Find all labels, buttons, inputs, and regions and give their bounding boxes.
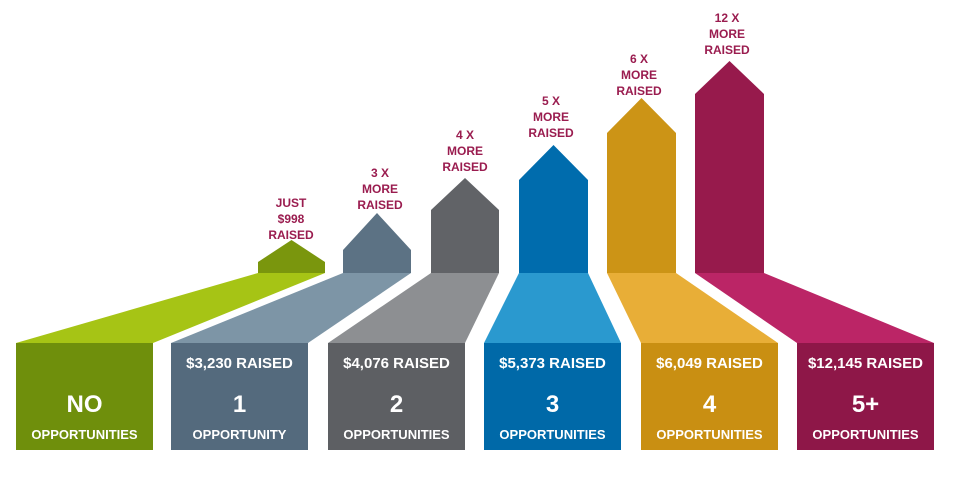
tier-opportunity-label: OPPORTUNITIES bbox=[343, 427, 450, 442]
arrow-note-2: 4 X MORE RAISED bbox=[442, 128, 488, 174]
tier-box-5: $12,145 RAISED 5+ OPPORTUNITIES bbox=[797, 343, 934, 450]
tier-raised-amount: $5,373 RAISED bbox=[499, 355, 606, 372]
arrow-note-3: 5 X MORE RAISED bbox=[528, 94, 574, 140]
tier-opportunity-label: OPPORTUNITIES bbox=[812, 427, 919, 442]
tier-arrow-3 bbox=[519, 145, 588, 273]
tier-raised-amount: $3,230 RAISED bbox=[186, 355, 293, 372]
tier-arrow-4 bbox=[607, 98, 676, 273]
tier-opportunity-count: NO bbox=[66, 391, 103, 418]
tier-band-0 bbox=[16, 273, 325, 343]
tier-arrow-2 bbox=[431, 178, 499, 273]
arrow-note-5: 12 X MORE RAISED bbox=[704, 11, 750, 57]
arrow-note-0: JUST $998 RAISED bbox=[268, 196, 314, 242]
tier-opportunity-count: 5+ bbox=[851, 391, 880, 418]
tier-box-3: $5,373 RAISED 3 OPPORTUNITIES bbox=[484, 343, 621, 450]
tier-band-3 bbox=[484, 273, 621, 343]
tier-raised-amount: $4,076 RAISED bbox=[343, 355, 450, 372]
tier-band-5 bbox=[695, 273, 934, 343]
tier-opportunity-label: OPPORTUNITIES bbox=[656, 427, 763, 442]
tier-box-0: NO OPPORTUNITIES bbox=[16, 343, 153, 450]
tier-opportunity-label: OPPORTUNITY bbox=[192, 427, 287, 442]
tier-opportunity-count: 1 bbox=[232, 391, 247, 418]
tier-box-1: $3,230 RAISED 1 OPPORTUNITY bbox=[171, 343, 308, 450]
arrow-note-4: 6 X MORE RAISED bbox=[616, 52, 662, 98]
tier-box-4: $6,049 RAISED 4 OPPORTUNITIES bbox=[641, 343, 778, 450]
tier-opportunity-count: 4 bbox=[702, 391, 717, 418]
tier-band-2 bbox=[328, 273, 499, 343]
tier-opportunity-label: OPPORTUNITIES bbox=[31, 427, 138, 442]
tier-opportunity-label: OPPORTUNITIES bbox=[499, 427, 606, 442]
tier-raised-amount: $6,049 RAISED bbox=[656, 355, 763, 372]
tier-band-1 bbox=[171, 273, 411, 343]
tier-box-2: $4,076 RAISED 2 OPPORTUNITIES bbox=[328, 343, 465, 450]
tier-opportunity-count: 2 bbox=[389, 391, 404, 418]
tier-arrow-0 bbox=[258, 240, 325, 273]
tier-arrow-5 bbox=[695, 61, 764, 273]
arrow-note-1: 3 X MORE RAISED bbox=[357, 166, 403, 212]
tier-arrow-1 bbox=[343, 213, 411, 273]
tier-opportunity-count: 3 bbox=[545, 391, 560, 418]
tier-band-4 bbox=[607, 273, 778, 343]
tier-raised-amount: $12,145 RAISED bbox=[807, 355, 924, 372]
